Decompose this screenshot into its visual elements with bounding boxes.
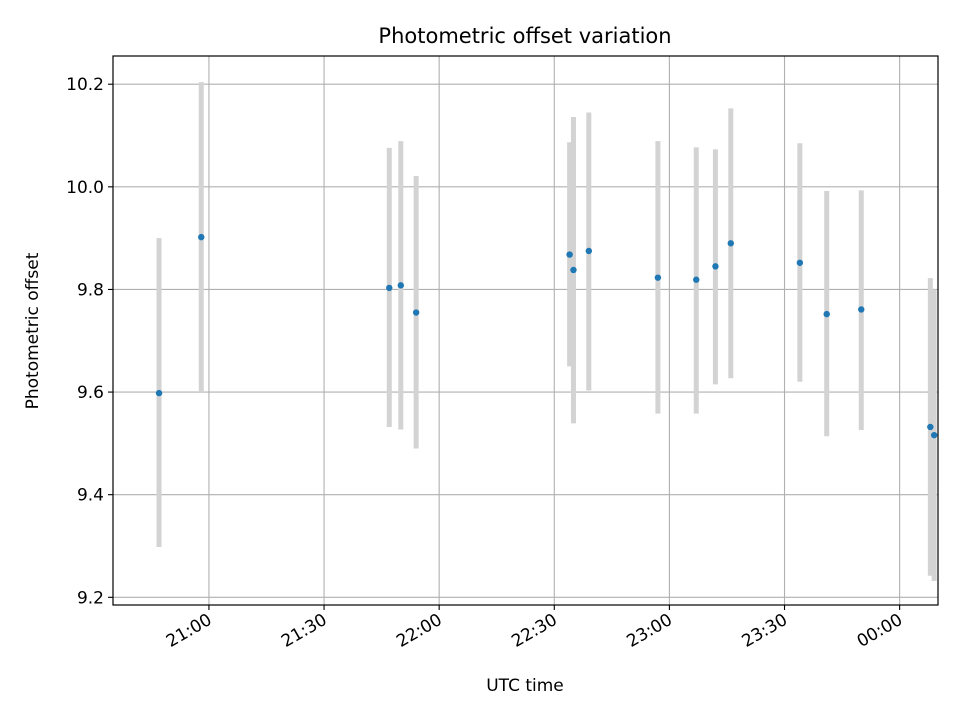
y-tick-label: 9.4	[77, 486, 104, 506]
data-point	[693, 276, 700, 283]
data-point	[198, 233, 205, 241]
data-point	[386, 284, 393, 292]
data-point	[858, 306, 865, 313]
x-axis-title: UTC time	[486, 676, 564, 696]
data-point	[796, 259, 804, 266]
data-point	[654, 274, 662, 281]
data-point	[823, 310, 830, 318]
data-point	[930, 431, 938, 439]
data-point	[566, 251, 573, 258]
data-point	[585, 247, 593, 255]
data-point	[727, 240, 734, 247]
data-point	[927, 423, 934, 431]
grid-lines	[113, 56, 938, 605]
y-tick-label: 9.6	[77, 383, 104, 403]
y-axis-title: Photometric offset	[23, 252, 43, 409]
data-point	[155, 389, 163, 397]
y-tick-label: 10.0	[66, 178, 104, 198]
data-point	[412, 309, 420, 316]
y-tick-label: 9.8	[77, 280, 104, 300]
y-tick-label: 9.2	[77, 588, 104, 608]
chart-title: Photometric offset variation	[378, 24, 671, 48]
data-points	[155, 233, 938, 439]
data-point	[712, 263, 719, 270]
y-tick-label: 10.2	[66, 75, 104, 95]
data-point	[397, 282, 404, 289]
plot-frame	[112, 55, 939, 606]
data-point	[570, 266, 577, 274]
